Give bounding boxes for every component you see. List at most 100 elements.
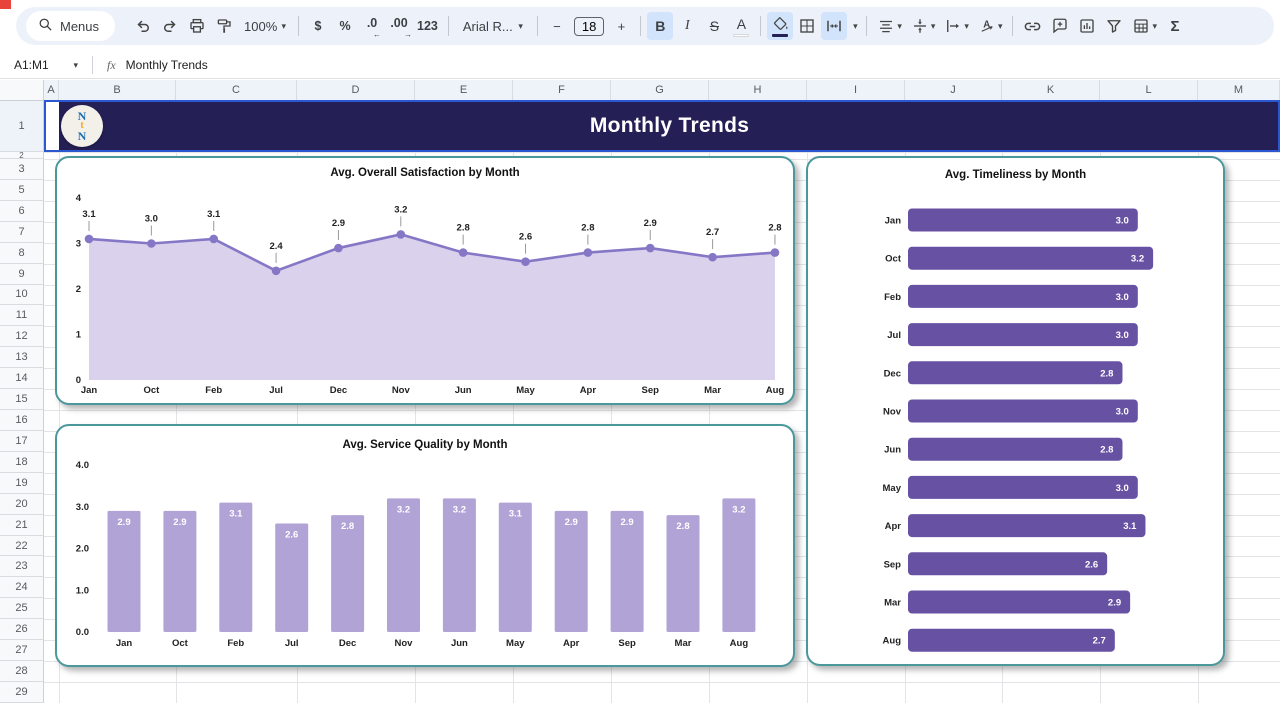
fill-color-button[interactable] bbox=[767, 12, 794, 40]
row-header-29[interactable]: 29 bbox=[0, 682, 44, 703]
row-header-11[interactable]: 11 bbox=[0, 305, 44, 327]
italic-button[interactable]: I bbox=[685, 18, 690, 33]
column-header-D[interactable]: D bbox=[297, 80, 415, 101]
name-box[interactable]: A1:M1 ▾ bbox=[0, 58, 86, 72]
insert-link-button[interactable] bbox=[1019, 12, 1046, 40]
formula-input[interactable]: Monthly Trends bbox=[125, 58, 208, 72]
zoom-select[interactable]: 100% ▾ bbox=[238, 12, 292, 40]
row-header-10[interactable]: 10 bbox=[0, 284, 44, 306]
chart-service-quality-card[interactable]: Avg. Service Quality by Month 0.0 1.0 2.0 3… bbox=[55, 424, 795, 667]
row-header-22[interactable]: 22 bbox=[0, 535, 44, 557]
row-header-15[interactable]: 15 bbox=[0, 389, 44, 411]
increase-font-size-button[interactable]: + bbox=[617, 18, 626, 34]
print-button[interactable] bbox=[184, 12, 210, 40]
horizontal-align-button[interactable]: ▾ bbox=[873, 12, 906, 40]
row-header-17[interactable]: 17 bbox=[0, 430, 44, 452]
row-header-27[interactable]: 27 bbox=[0, 640, 44, 662]
row-header-7[interactable]: 7 bbox=[0, 221, 44, 243]
redo-button[interactable] bbox=[157, 12, 183, 40]
strikethrough-button[interactable]: S bbox=[709, 18, 720, 34]
menus-button[interactable]: Menus bbox=[26, 11, 116, 41]
svg-text:3.2: 3.2 bbox=[394, 204, 407, 215]
column-header-F[interactable]: F bbox=[513, 80, 611, 101]
svg-text:2.9: 2.9 bbox=[565, 517, 578, 528]
vertical-align-button[interactable]: ▾ bbox=[907, 12, 940, 40]
column-header-K[interactable]: K bbox=[1002, 80, 1100, 101]
row-header-2[interactable]: 2 bbox=[0, 152, 44, 159]
borders-button[interactable] bbox=[794, 12, 820, 40]
column-header-G[interactable]: G bbox=[611, 80, 709, 101]
format-percent-button[interactable]: % bbox=[339, 19, 351, 33]
row-header-12[interactable]: 12 bbox=[0, 326, 44, 348]
column-header-B[interactable]: B bbox=[59, 80, 176, 101]
undo-button[interactable] bbox=[130, 12, 156, 40]
font-size-input[interactable]: 18 bbox=[573, 16, 605, 36]
text-rotation-button[interactable]: A ▾ bbox=[974, 12, 1007, 40]
logo-letter-bottom: N bbox=[77, 129, 87, 143]
row-header-14[interactable]: 14 bbox=[0, 368, 44, 390]
row-header-25[interactable]: 25 bbox=[0, 598, 44, 620]
column-header-C[interactable]: C bbox=[176, 80, 297, 101]
increase-decimal-button[interactable]: .00 → bbox=[390, 16, 413, 39]
column-header-J[interactable]: J bbox=[905, 80, 1002, 101]
row-header-8[interactable]: 8 bbox=[0, 242, 44, 264]
column-header-L[interactable]: L bbox=[1100, 80, 1198, 101]
svg-text:3.0: 3.0 bbox=[145, 214, 158, 225]
row-header-26[interactable]: 26 bbox=[0, 619, 44, 641]
functions-button[interactable]: Σ bbox=[1170, 17, 1180, 35]
row-header-23[interactable]: 23 bbox=[0, 556, 44, 578]
decrease-font-size-button[interactable]: − bbox=[553, 18, 561, 34]
row-header-18[interactable]: 18 bbox=[0, 451, 44, 473]
row-header-28[interactable]: 28 bbox=[0, 661, 44, 682]
row-header-21[interactable]: 21 bbox=[0, 514, 44, 536]
svg-text:Dec: Dec bbox=[339, 638, 356, 649]
row-header-6[interactable]: 6 bbox=[0, 200, 44, 222]
row-header-13[interactable]: 13 bbox=[0, 347, 44, 369]
insert-comment-button[interactable] bbox=[1047, 12, 1073, 40]
row-header-3[interactable]: 3 bbox=[0, 159, 44, 180]
merge-cells-dropdown[interactable]: ▾ bbox=[848, 12, 860, 40]
row-header-9[interactable]: 9 bbox=[0, 263, 44, 285]
decrease-decimal-button[interactable]: .0 ← bbox=[366, 16, 382, 39]
svg-text:1: 1 bbox=[76, 330, 82, 341]
insert-chart-button[interactable] bbox=[1074, 12, 1100, 40]
service-quality-bar-chart: 0.0 1.0 2.0 3.0 4.0 2.9 Jan 2.9 Oct 3.1 Feb 2.6 Jul 2… bbox=[76, 460, 756, 649]
bold-button[interactable]: B bbox=[647, 12, 674, 40]
svg-text:Aug: Aug bbox=[766, 385, 785, 396]
svg-text:2.7: 2.7 bbox=[1093, 636, 1106, 647]
text-color-button[interactable]: A bbox=[728, 12, 754, 40]
row-header-16[interactable]: 16 bbox=[0, 410, 44, 431]
row-header-24[interactable]: 24 bbox=[0, 577, 44, 599]
svg-text:3.2: 3.2 bbox=[732, 504, 745, 515]
svg-text:2.9: 2.9 bbox=[620, 517, 633, 528]
paint-format-button[interactable] bbox=[211, 12, 237, 40]
column-header-I[interactable]: I bbox=[807, 80, 905, 101]
row-header-5[interactable]: 5 bbox=[0, 179, 44, 201]
column-header-M[interactable]: M bbox=[1198, 80, 1280, 101]
row-header-1[interactable]: 1 bbox=[0, 101, 44, 152]
row-header-20[interactable]: 20 bbox=[0, 493, 44, 515]
font-family-select[interactable]: Arial R... ▾ bbox=[457, 12, 529, 40]
column-header-A[interactable]: A bbox=[44, 80, 59, 101]
current-text-color bbox=[733, 34, 750, 37]
table-tools-button[interactable]: ▾ bbox=[1128, 12, 1161, 40]
svg-text:3.1: 3.1 bbox=[82, 209, 96, 220]
svg-text:Apr: Apr bbox=[885, 521, 902, 532]
menus-label: Menus bbox=[60, 18, 100, 34]
chart-satisfaction-card[interactable]: Avg. Overall Satisfaction by Month 0 1 2 3 4… bbox=[55, 156, 795, 405]
merge-cells-button[interactable] bbox=[821, 12, 848, 40]
chart-timeliness-card[interactable]: Avg. Timeliness by Month Jan 3.0 Oct 3.2 Feb… bbox=[806, 156, 1225, 666]
text-wrap-button[interactable]: ▾ bbox=[940, 12, 973, 40]
more-formats-button[interactable]: 123 bbox=[417, 19, 438, 33]
svg-text:May: May bbox=[506, 638, 525, 649]
divider bbox=[866, 16, 868, 36]
column-header-H[interactable]: H bbox=[709, 80, 807, 101]
name-box-value: A1:M1 bbox=[14, 58, 49, 72]
banner-cell[interactable] bbox=[59, 102, 1280, 150]
chevron-down-icon: ▾ bbox=[73, 59, 78, 70]
row-header-19[interactable]: 19 bbox=[0, 472, 44, 494]
create-filter-button[interactable] bbox=[1101, 12, 1127, 40]
format-currency-button[interactable]: $ bbox=[314, 19, 322, 33]
select-all-corner[interactable] bbox=[0, 80, 44, 101]
column-header-E[interactable]: E bbox=[415, 80, 513, 101]
